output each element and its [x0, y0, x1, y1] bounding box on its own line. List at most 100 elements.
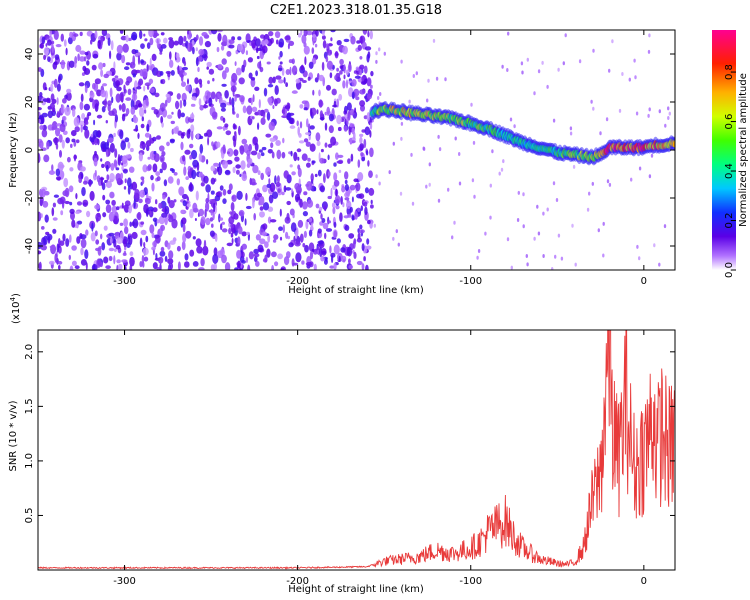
snr-frame	[37, 329, 676, 571]
heatmap-cell	[38, 107, 42, 111]
heatmap-y-tick-label: 0	[24, 147, 35, 153]
heatmap-cell	[62, 116, 67, 121]
heatmap-cell	[472, 140, 476, 145]
heatmap-cell	[198, 98, 202, 106]
heatmap-cell	[608, 68, 611, 73]
heatmap-cell	[74, 265, 80, 270]
heatmap-cell	[224, 170, 231, 175]
heatmap-cell	[186, 203, 191, 208]
heatmap-cell	[283, 77, 286, 84]
heatmap-cell	[89, 190, 95, 201]
heatmap-cell	[247, 57, 253, 63]
heatmap-cell	[241, 64, 245, 73]
heatmap-cell	[359, 89, 366, 95]
heatmap-cell	[100, 69, 104, 77]
colorbar-tick-label: 0.0	[724, 262, 735, 278]
heatmap-cell	[62, 233, 66, 242]
heatmap-cell	[271, 265, 274, 270]
heatmap-cell	[201, 32, 208, 37]
heatmap-cell	[282, 137, 285, 144]
heatmap-cell	[364, 206, 368, 216]
heatmap-cell	[297, 167, 302, 178]
heatmap-cell	[186, 129, 191, 139]
heatmap-cell	[344, 224, 350, 231]
heatmap-cell	[333, 179, 340, 187]
heatmap-cell	[272, 105, 275, 109]
heatmap-cell	[171, 111, 174, 115]
heatmap-cell	[140, 123, 145, 129]
heatmap-cell	[140, 221, 145, 225]
heatmap-cell	[63, 177, 69, 188]
heatmap-cell	[239, 145, 245, 155]
heatmap-cell	[86, 60, 90, 66]
heatmap-cell	[395, 229, 398, 234]
heatmap-cell	[119, 222, 124, 226]
heatmap-cell	[336, 67, 339, 72]
heatmap-cell	[346, 102, 352, 111]
heatmap-cell	[41, 112, 48, 118]
heatmap-cell	[71, 260, 77, 266]
heatmap-cell	[236, 249, 242, 259]
heatmap-cell	[471, 178, 475, 183]
heatmap-cell	[233, 149, 239, 157]
heatmap-cell	[83, 180, 88, 185]
heatmap-cell	[356, 40, 361, 44]
heatmap-cell	[517, 190, 520, 195]
heatmap-cell	[39, 125, 44, 130]
heatmap-cell	[252, 94, 255, 103]
heatmap-cell	[370, 70, 374, 77]
heatmap-cell	[340, 196, 343, 205]
heatmap-cell	[308, 229, 313, 237]
heatmap-cell	[159, 71, 164, 76]
heatmap-cell	[324, 142, 328, 148]
heatmap-cell	[164, 216, 168, 226]
heatmap-cell	[231, 194, 237, 202]
heatmap-cell	[306, 118, 309, 128]
heatmap-cell	[560, 256, 564, 261]
heatmap-cell	[392, 141, 395, 146]
heatmap-cell	[80, 238, 87, 249]
heatmap-cell	[45, 43, 48, 47]
heatmap-cell	[117, 263, 123, 270]
heatmap-cell	[126, 242, 131, 248]
heatmap-cell	[57, 161, 64, 172]
heatmap-cell	[182, 200, 187, 207]
heatmap-cell	[59, 196, 66, 204]
heatmap-cell	[143, 109, 147, 114]
heatmap-cell	[183, 35, 187, 42]
heatmap-cell	[84, 129, 90, 139]
heatmap-cell	[123, 186, 127, 190]
heatmap-cell	[334, 195, 341, 205]
heatmap-cell	[288, 242, 294, 248]
heatmap-cell	[121, 54, 126, 64]
heatmap-cell	[346, 200, 352, 210]
heatmap-cell	[68, 254, 72, 261]
heatmap-cell	[91, 64, 97, 71]
heatmap-cell	[591, 181, 594, 186]
heatmap-cell	[143, 85, 146, 92]
heatmap-cell	[206, 129, 213, 138]
heatmap-cell	[114, 114, 118, 123]
heatmap-cell	[160, 79, 163, 84]
heatmap-cell	[164, 255, 168, 262]
heatmap-cell	[621, 72, 624, 76]
heatmap-cell	[62, 130, 68, 136]
heatmap-cell	[226, 242, 233, 247]
heatmap-cell	[265, 166, 271, 176]
heatmap-cell	[397, 242, 400, 247]
heatmap-cell	[107, 100, 112, 107]
heatmap-cell	[260, 172, 265, 181]
heatmap-cell	[258, 149, 263, 153]
heatmap-cell	[347, 158, 351, 164]
heatmap-cell	[628, 77, 631, 82]
heatmap-cell	[282, 106, 286, 116]
heatmap-cell	[120, 172, 124, 180]
heatmap-cell	[354, 107, 357, 114]
heatmap-cell	[501, 64, 504, 69]
heatmap-cell	[367, 219, 371, 225]
heatmap-cell	[370, 84, 373, 89]
heatmap-cell	[204, 132, 208, 137]
heatmap-cell	[668, 111, 671, 116]
heatmap-cell	[239, 173, 242, 177]
heatmap-cell	[198, 78, 203, 85]
